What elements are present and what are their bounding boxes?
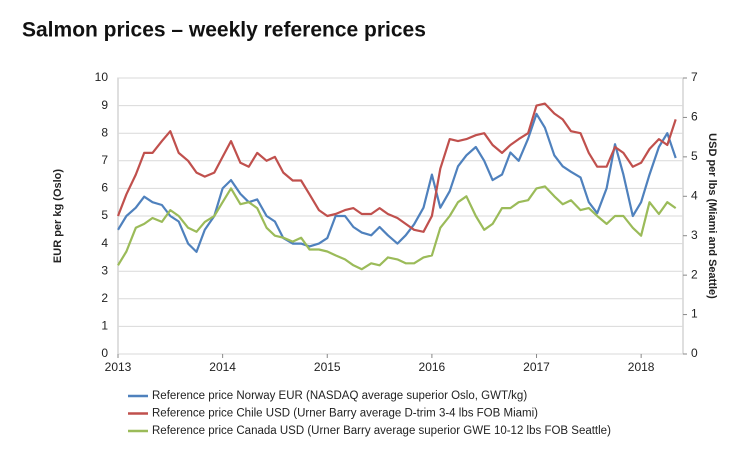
y2-tick-label: 1 (691, 307, 698, 321)
legend-text: Reference price Chile USD (Urner Barry a… (152, 408, 538, 420)
x-tick-label: 2017 (523, 360, 550, 374)
x-tick-label: 2014 (209, 360, 236, 374)
y-tick-label: 5 (101, 208, 108, 222)
y2-tick-label: 5 (691, 149, 698, 163)
x-tick-label: 2018 (628, 360, 655, 374)
y2-tick-label: 4 (691, 188, 698, 202)
y2-tick-label: 6 (691, 110, 698, 124)
y2-tick-label: 2 (691, 267, 698, 281)
y-axis-title: EUR per kg (Oslo) (52, 169, 64, 263)
chart-title: Salmon prices – weekly reference prices (22, 19, 426, 42)
series-line (117, 185, 677, 271)
y-tick-label: 6 (101, 181, 108, 195)
x-tick-label: 2015 (314, 360, 341, 374)
y-tick-label: 7 (101, 153, 108, 167)
y-tick-label: 8 (101, 125, 108, 139)
x-tick-label: 2013 (105, 360, 132, 374)
y-tick-label: 1 (101, 319, 108, 333)
y2-axis-title: USD per lbs (Miami and Seattle) (706, 133, 718, 299)
series-line (117, 112, 677, 253)
y-tick-label: 0 (101, 346, 108, 360)
y2-tick-label: 0 (691, 346, 698, 360)
y-tick-label: 3 (101, 263, 108, 277)
y2-tick-label: 3 (691, 228, 698, 242)
legend-text: Reference price Norway EUR (NASDAQ avera… (152, 390, 527, 402)
y-tick-label: 4 (101, 236, 108, 250)
y-tick-label: 9 (101, 98, 108, 112)
x-tick-label: 2016 (419, 360, 446, 374)
y-tick-label: 10 (95, 70, 109, 84)
y-tick-label: 2 (101, 291, 108, 305)
series-line (116, 102, 677, 233)
y2-tick-label: 7 (691, 70, 698, 84)
legend-text: Reference price Canada USD (Urner Barry … (152, 425, 611, 437)
